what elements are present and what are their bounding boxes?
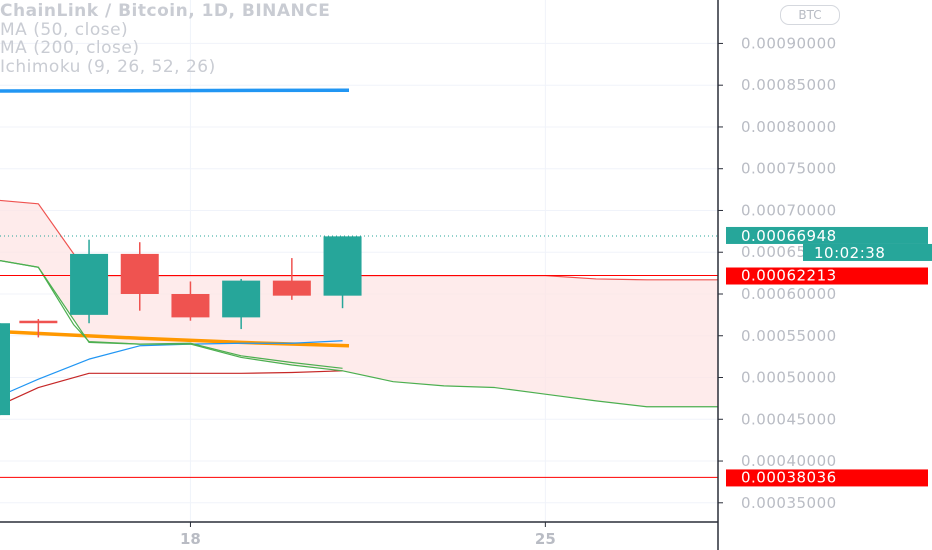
price-tick-label: 0.00060000	[741, 285, 837, 303]
price-tick-label: 0.00050000	[741, 369, 837, 387]
ichimoku-span-a-line	[0, 259, 718, 408]
last-price-tag	[726, 226, 928, 244]
chart-legend: ChainLink / Bitcoin, 1D, BINANCE MA (50,…	[0, 2, 330, 76]
countdown-label: 10:02:38	[814, 244, 885, 262]
ichimoku-cloud	[0, 200, 718, 407]
candle-body[interactable]	[222, 280, 261, 318]
price-tick-label: 0.00075000	[741, 160, 837, 178]
price-tick-label: 0.00090000	[741, 34, 837, 52]
last-price-label: 0.00066948	[741, 227, 837, 245]
price-tick-label: 0.00055000	[741, 327, 837, 345]
candle-body[interactable]	[120, 253, 159, 294]
symbol-title[interactable]: ChainLink / Bitcoin, 1D, BINANCE	[0, 1, 331, 21]
candle-body[interactable]	[171, 293, 210, 318]
ma50-legend[interactable]: MA (50, close)	[0, 19, 129, 40]
countdown-tag	[803, 243, 932, 261]
price-tick-label: 0.00045000	[741, 410, 837, 428]
ma50-line	[0, 88, 350, 93]
candle-body[interactable]	[272, 280, 311, 296]
price-tick-label: 0.00070000	[741, 201, 837, 219]
candle-body[interactable]	[323, 236, 362, 296]
candlesticks[interactable]	[0, 236, 362, 416]
price-tick-label: 0.00085000	[741, 76, 837, 94]
ichimoku-conversion-line	[0, 340, 343, 397]
time-tick-label: 18	[180, 530, 201, 548]
candle-body[interactable]	[19, 320, 58, 324]
price-tick-label: 0.00040000	[741, 452, 837, 470]
ma200-line	[0, 329, 350, 348]
currency-button[interactable]: BTC	[780, 5, 840, 25]
ichimoku-cloud-fill	[0, 200, 718, 407]
price-axis[interactable]: 0.00035000 0.00040000 0.00045000 0.00050000…	[717, 0, 837, 550]
time-tick-label: 25	[535, 530, 556, 548]
horizontal-line-tag	[726, 469, 928, 487]
ichimoku-base-line	[0, 370, 343, 406]
price-tick-label: 0.00080000	[741, 118, 837, 136]
horizontal-line-tag	[726, 267, 928, 285]
horizontal-line-label: 0.00038036	[741, 468, 837, 486]
price-tick-label: 0.00035000	[741, 494, 837, 512]
ichimoku-legend[interactable]: Ichimoku (9, 26, 52, 26)	[0, 56, 216, 77]
candle-body[interactable]	[70, 253, 109, 315]
horizontal-line-label: 0.00062213	[741, 267, 837, 285]
ma200-legend[interactable]: MA (200, close)	[0, 38, 140, 58]
candle-body[interactable]	[0, 323, 10, 416]
time-axis[interactable]: 18 25	[0, 521, 718, 548]
